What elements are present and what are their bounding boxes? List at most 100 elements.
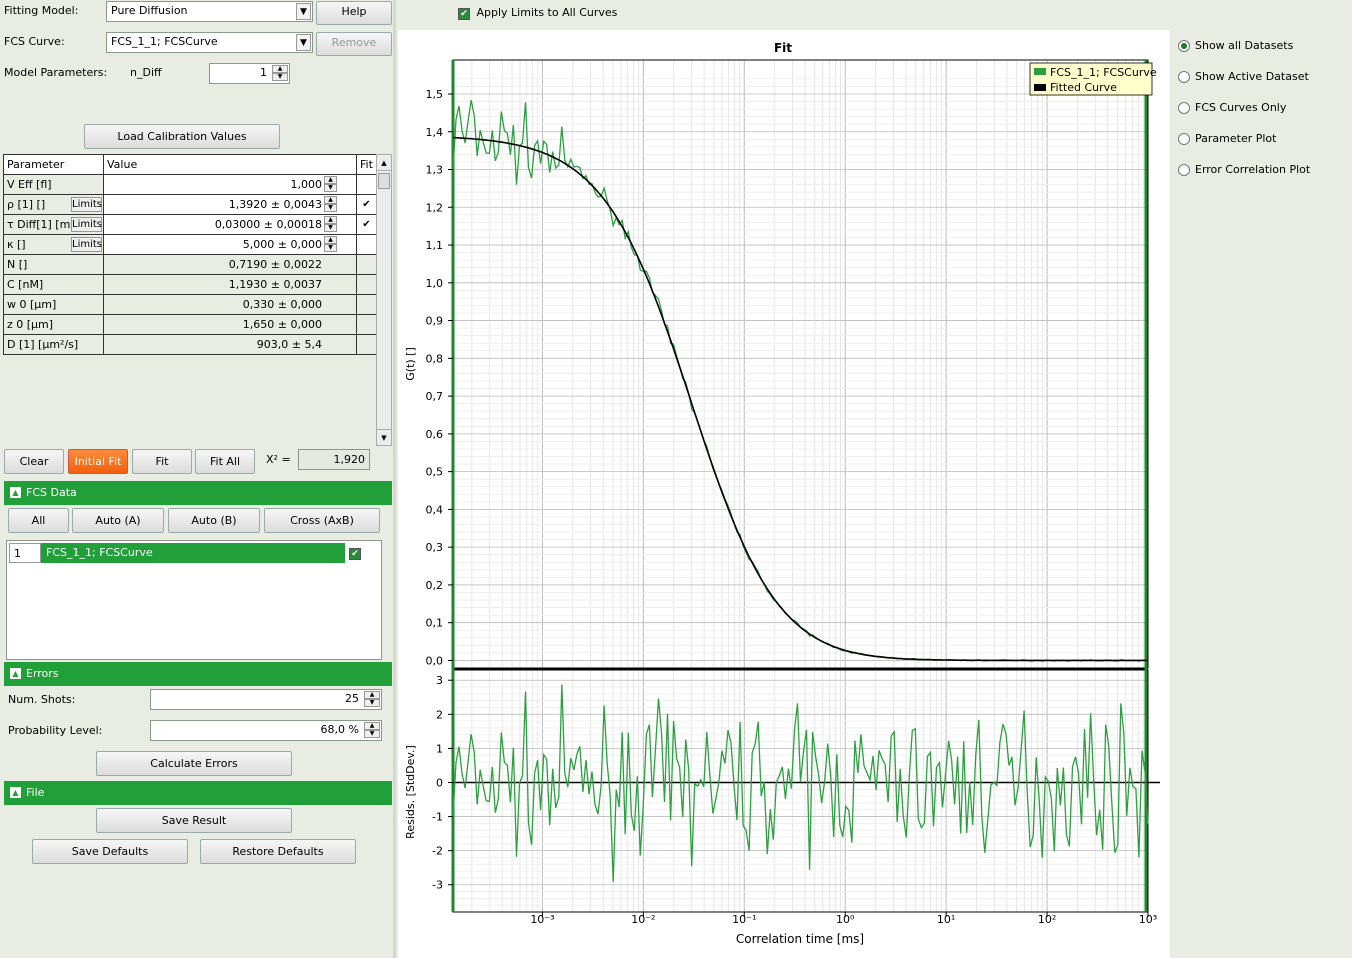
initial-fit-button[interactable]: Initial Fit [68, 449, 128, 474]
param-stepper[interactable]: ▲ ▼ [324, 176, 337, 193]
param-name-text: C [nM] [7, 278, 44, 291]
errors-header[interactable]: ▲ Errors [4, 662, 392, 686]
fitting-model-select[interactable]: Pure Diffusion ▼ [106, 1, 313, 22]
view-option-1[interactable]: Show Active Dataset [1178, 70, 1309, 83]
load-calibration-button[interactable]: Load Calibration Values [84, 124, 280, 149]
auto-a-button[interactable]: Auto (A) [72, 508, 164, 533]
y-axis-label: Resids. [StdDev.] [404, 745, 417, 839]
view-option-0[interactable]: Show all Datasets [1178, 39, 1293, 52]
fit-checkbox[interactable] [356, 234, 377, 255]
probability-input[interactable]: 68,0 % ▲ ▼ [150, 720, 382, 741]
x-tick-label: 10⁻³ [530, 913, 554, 926]
fit-all-button[interactable]: Fit All [195, 449, 255, 474]
fit-checkbox [356, 314, 377, 335]
table-row: w 0 [µm] 0,330 ± 0,000 [3, 294, 377, 315]
param-name: κ [] Limits [3, 234, 104, 255]
list-item[interactable]: 1 FCS_1_1; FCSCurve ✔ [9, 543, 363, 563]
save-result-button[interactable]: Save Result [96, 808, 292, 833]
scroll-thumb[interactable] [378, 173, 390, 189]
view-option-label: Show all Datasets [1195, 39, 1294, 52]
scroll-down-icon[interactable]: ▼ [377, 429, 391, 445]
table-row: τ Diff[1] [ms] Limits 0,03000 ± 0,00018 ▲ ▼ ✔ [3, 214, 377, 235]
param-value: 0,7190 ± 0,0022 [103, 254, 357, 275]
all-button[interactable]: All [8, 508, 69, 533]
probability-stepper[interactable]: ▲ ▼ [364, 722, 380, 739]
fit-checkbox [356, 254, 377, 275]
limits-button[interactable]: Limits [71, 197, 102, 212]
chevron-down-icon[interactable]: ▼ [296, 3, 311, 20]
model-parameters-label: Model Parameters: [4, 66, 108, 79]
param-value[interactable]: 5,000 ± 0,000 ▲ ▼ [103, 234, 357, 255]
view-option-3[interactable]: Parameter Plot [1178, 132, 1276, 145]
x-tick-label: 10¹ [937, 913, 955, 926]
y-tick-label: 2 [436, 708, 443, 721]
radio-icon[interactable] [1178, 40, 1190, 52]
n-diff-input[interactable]: 1 ▲ ▼ [209, 63, 290, 84]
radio-icon[interactable] [1178, 133, 1190, 145]
y-tick-label: 0,4 [426, 503, 444, 516]
collapse-icon[interactable]: ▲ [10, 487, 21, 498]
fit-checkbox[interactable]: ✔ [356, 214, 377, 235]
auto-b-button[interactable]: Auto (B) [168, 508, 260, 533]
view-option-4[interactable]: Error Correlation Plot [1178, 163, 1310, 176]
radio-icon[interactable] [1178, 164, 1190, 176]
y-tick-label: 1,3 [426, 164, 444, 177]
restore-defaults-button[interactable]: Restore Defaults [200, 839, 356, 864]
fit-checkbox[interactable]: ✔ [356, 194, 377, 215]
radio-icon[interactable] [1178, 71, 1190, 83]
fit-button[interactable]: Fit [132, 449, 192, 474]
y-tick-label: 0,1 [426, 617, 444, 630]
param-name-text: τ Diff[1] [ms] [7, 218, 81, 231]
remove-button[interactable]: Remove [316, 32, 392, 56]
num-shots-stepper[interactable]: ▲ ▼ [364, 691, 380, 708]
param-value: 1,650 ± 0,000 [103, 314, 357, 335]
num-shots-input[interactable]: 25 ▲ ▼ [150, 689, 382, 710]
table-scrollbar[interactable]: ▲ ▼ [376, 154, 392, 446]
chevron-down-icon[interactable]: ▼ [296, 34, 311, 51]
param-stepper[interactable]: ▲ ▼ [324, 216, 337, 233]
cross-button[interactable]: Cross (AxB) [264, 508, 380, 533]
n-diff-stepper[interactable]: ▲ ▼ [272, 65, 288, 82]
help-button[interactable]: Help [316, 1, 392, 25]
file-header[interactable]: ▲ File [4, 781, 392, 805]
y-tick-label: -2 [432, 845, 443, 858]
y-tick-label: 0,9 [426, 315, 444, 328]
chart-title: Fit [774, 41, 792, 55]
y-tick-label: 1,4 [426, 126, 444, 139]
radio-icon[interactable] [1178, 102, 1190, 114]
limits-button[interactable]: Limits [71, 217, 102, 232]
x-tick-label: 10⁻¹ [732, 913, 756, 926]
panel-divider[interactable] [393, 0, 396, 958]
fit-plot[interactable]: Fit 0,0 0,1 0,2 0,3 0,4 0,5 0,6 0,7 0,8 0,9 1,0 1,1 1… [398, 30, 1170, 958]
apply-limits-checkbox[interactable]: ✔ Apply Limits to All Curves [458, 6, 617, 20]
param-value: 1,1930 ± 0,0037 [103, 274, 357, 295]
fit-header: Fit [356, 154, 377, 175]
num-shots-label: Num. Shots: [8, 693, 76, 706]
fit-checkbox[interactable] [356, 174, 377, 195]
param-value[interactable]: 0,03000 ± 0,00018 ▲ ▼ [103, 214, 357, 235]
collapse-icon[interactable]: ▲ [10, 787, 21, 798]
fcs-data-header[interactable]: ▲ FCS Data [4, 481, 392, 505]
param-name: w 0 [µm] [3, 294, 104, 315]
fit-checkbox [356, 334, 377, 355]
list-item-name: FCS_1_1; FCSCurve [41, 543, 345, 563]
fcs-curve-select[interactable]: FCS_1_1; FCSCurve ▼ [106, 32, 313, 53]
param-value[interactable]: 1,3920 ± 0,0043 ▲ ▼ [103, 194, 357, 215]
legend-swatch-fit [1034, 84, 1046, 91]
clear-button[interactable]: Clear [4, 449, 64, 474]
save-defaults-button[interactable]: Save Defaults [32, 839, 188, 864]
scroll-up-icon[interactable]: ▲ [377, 155, 391, 171]
y-tick-label: 0,0 [426, 654, 444, 667]
list-item-checkbox[interactable]: ✔ [349, 546, 361, 560]
limits-button[interactable]: Limits [71, 237, 102, 252]
y-tick-label: 0,7 [426, 390, 444, 403]
view-option-2[interactable]: FCS Curves Only [1178, 101, 1286, 114]
collapse-icon[interactable]: ▲ [10, 668, 21, 679]
param-value[interactable]: 1,000 ▲ ▼ [103, 174, 357, 195]
param-stepper[interactable]: ▲ ▼ [324, 196, 337, 213]
y-tick-label: 1,0 [426, 277, 444, 290]
param-value-text: 1,1930 ± 0,0037 [228, 278, 322, 291]
apply-limits-label: Apply Limits to All Curves [476, 6, 618, 19]
calculate-errors-button[interactable]: Calculate Errors [96, 751, 292, 776]
param-stepper[interactable]: ▲ ▼ [324, 236, 337, 253]
